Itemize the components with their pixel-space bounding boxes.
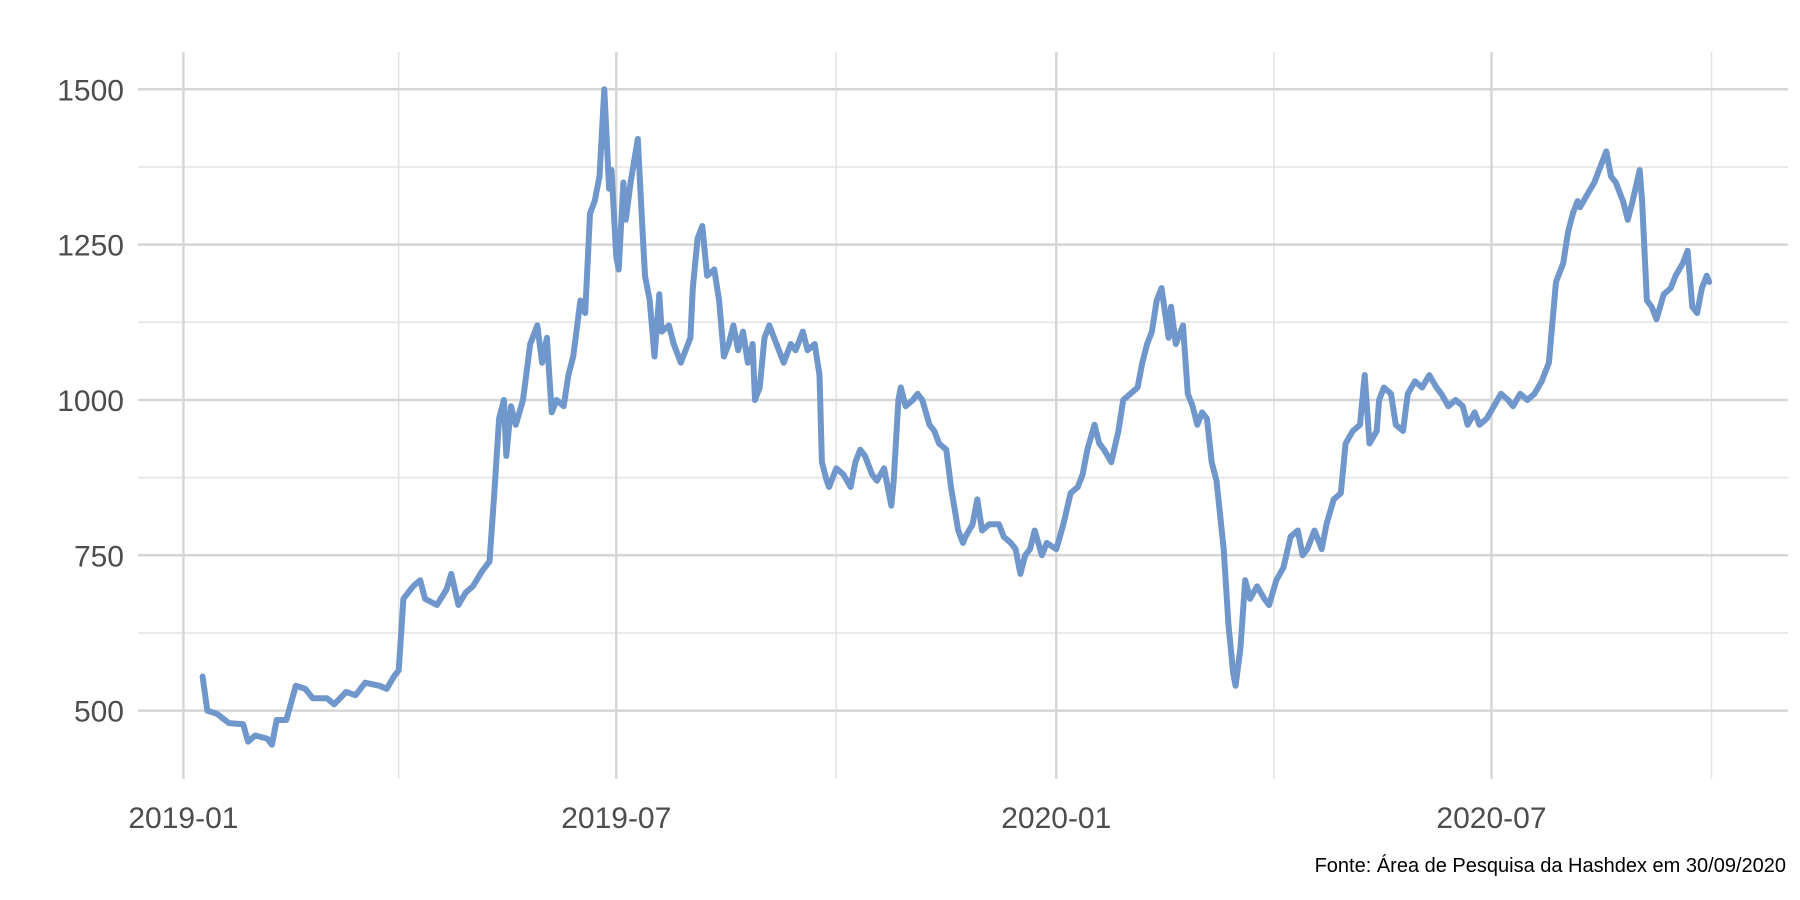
y-tick-label: 1000 [57,385,124,418]
caption: Fonte: Área de Pesquisa da Hashdex em 30… [1315,854,1786,877]
y-tick-label: 1500 [57,74,124,107]
y-tick-label: 500 [74,696,124,729]
x-tick-label: 2019-07 [561,802,671,835]
price-line [199,86,1713,748]
x-tick-label: 2019-01 [128,802,238,835]
x-tick-label: 2020-01 [1001,802,1111,835]
y-tick-label: 750 [74,540,124,573]
x-tick-label: 2020-07 [1436,802,1546,835]
y-tick-label: 1250 [57,230,124,263]
